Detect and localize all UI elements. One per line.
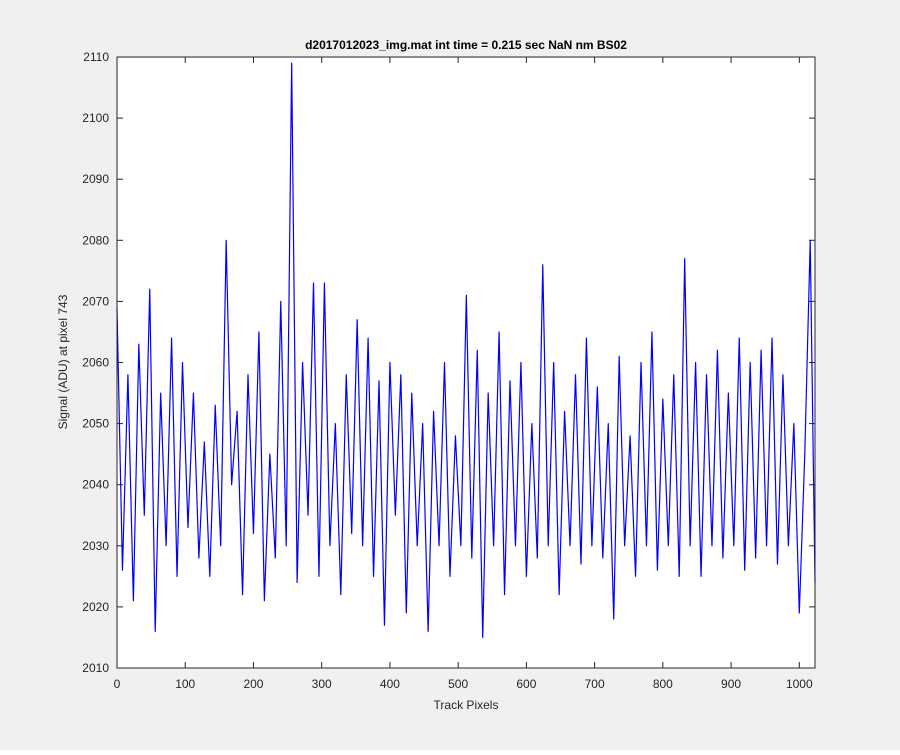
x-tick-label: 600 xyxy=(516,677,536,691)
x-tick-label: 200 xyxy=(243,677,263,691)
x-tick-label: 300 xyxy=(312,677,332,691)
data-line xyxy=(116,62,816,639)
x-tick-label: 500 xyxy=(448,677,468,691)
x-tick-label: 700 xyxy=(585,677,605,691)
y-tick-label: 2040 xyxy=(82,478,109,492)
plot-area xyxy=(117,57,815,668)
axes-box xyxy=(116,56,816,669)
x-axis-label: Track Pixels xyxy=(434,698,499,712)
y-tick-label: 2080 xyxy=(82,233,109,247)
y-tick-label: 2060 xyxy=(82,356,109,370)
x-tick-label: 100 xyxy=(175,677,195,691)
x-tick-label: 800 xyxy=(653,677,673,691)
y-axis-label: Signal (ADU) at pixel 743 xyxy=(56,294,70,429)
y-tick-label: 2090 xyxy=(82,172,109,186)
y-tick-label: 2020 xyxy=(82,600,109,614)
y-tick-label: 2050 xyxy=(82,417,109,431)
y-tick-label: 2070 xyxy=(82,294,109,308)
y-tick-label: 2030 xyxy=(82,539,109,553)
chart-title: d2017012023_img.mat int time = 0.215 sec… xyxy=(305,38,627,52)
x-tick-label: 1000 xyxy=(786,677,813,691)
x-tick-label: 400 xyxy=(380,677,400,691)
y-tick-label: 2110 xyxy=(83,50,109,64)
x-tick-label: 0 xyxy=(114,677,121,691)
x-tick-label: 900 xyxy=(721,677,741,691)
y-tick-label: 2100 xyxy=(82,111,109,125)
y-tick-label: 2010 xyxy=(82,661,109,675)
